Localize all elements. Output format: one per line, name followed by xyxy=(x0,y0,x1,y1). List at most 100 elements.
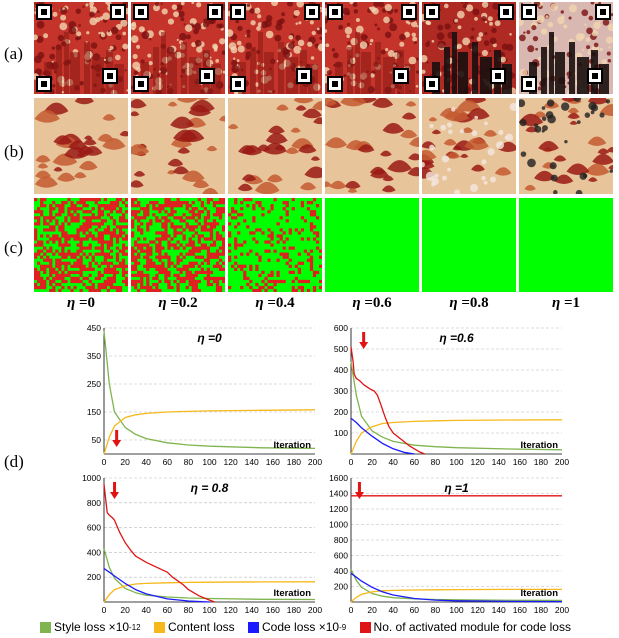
y-tick-label: 400 xyxy=(87,547,101,557)
series-line-code xyxy=(350,417,415,455)
x-tick-label: 160 xyxy=(513,457,527,467)
style-texture-image xyxy=(422,98,516,194)
x-tick-label: 20 xyxy=(367,457,377,467)
x-tick-label: 60 xyxy=(163,605,173,615)
x-tick-label: 80 xyxy=(184,457,194,467)
eta-value: =0.6 xyxy=(360,295,392,311)
series-line-content xyxy=(350,419,563,455)
error-module-map xyxy=(131,198,225,292)
style-texture-image xyxy=(228,98,322,194)
y-tick-label: 300 xyxy=(334,386,348,396)
x-tick-label: 160 xyxy=(266,605,280,615)
x-tick-label: 200 xyxy=(308,605,322,615)
x-tick-label: 140 xyxy=(245,605,259,615)
series-line-style xyxy=(350,569,563,602)
styled-qr-image xyxy=(422,2,516,94)
x-tick-label: 40 xyxy=(141,605,151,615)
x-tick-label: 40 xyxy=(141,457,151,467)
arrow-icon xyxy=(359,332,369,349)
x-axis-label: Iteration xyxy=(521,440,559,451)
eta-symbol: η xyxy=(66,295,76,311)
x-tick-label: 80 xyxy=(431,457,441,467)
legend-code-exp: -9 xyxy=(339,622,347,632)
chart-eta-0-8: 200 400 600 800 1000 0 20 40 60 80 100 120 140 160 180… xyxy=(82,473,322,615)
y-tick-label: 1200 xyxy=(329,504,348,514)
x-tick-label: 100 xyxy=(202,457,216,467)
y-tick-label: 200 xyxy=(334,582,348,592)
y-tick-label: 600 xyxy=(334,323,348,333)
chart-eta-0: 50 150 250 350 450 0 20 40 60 80 100 120 140 160 180 20… xyxy=(87,323,323,467)
x-tick-label: 140 xyxy=(245,457,259,467)
series-line-style xyxy=(350,361,563,451)
eta-value: =0.4 xyxy=(263,295,295,311)
style-texture-image xyxy=(325,98,419,194)
x-tick-label: 60 xyxy=(410,457,420,467)
x-tick-label: 120 xyxy=(471,605,485,615)
eta-value: =0 xyxy=(75,295,96,311)
legend-content: Content loss xyxy=(153,620,235,634)
styled-qr-image xyxy=(34,2,128,94)
legend-content-label: Content loss xyxy=(167,620,235,634)
x-tick-label: 120 xyxy=(224,605,238,615)
eta-label: η =0 xyxy=(34,295,128,312)
eta-label: η =0.6 xyxy=(325,295,419,312)
x-tick-label: 140 xyxy=(492,457,506,467)
style-texture-image xyxy=(519,98,613,194)
arrow-icon xyxy=(354,482,364,499)
y-tick-label: 250 xyxy=(87,379,101,389)
y-tick-label: 150 xyxy=(87,407,101,417)
series-line-module xyxy=(103,484,216,603)
x-tick-label: 120 xyxy=(471,457,485,467)
legend-style-exp: -12 xyxy=(129,622,141,632)
x-tick-label: 180 xyxy=(534,457,548,467)
legend-swatch-code xyxy=(248,621,259,633)
style-texture-image xyxy=(34,98,128,194)
x-tick-label: 200 xyxy=(308,457,322,467)
legend-module-label: No. of activated module for code loss xyxy=(373,620,571,634)
y-tick-label: 50 xyxy=(92,435,102,445)
chart-eta-1: 200 400 600 800 1000 1200 1400 1600 0 20 40 60 80 100… xyxy=(329,473,569,615)
series-line-module xyxy=(350,346,426,455)
row-label-c: (c) xyxy=(4,238,23,257)
eta-label: η =1 xyxy=(519,295,613,312)
x-tick-label: 40 xyxy=(388,457,398,467)
eta-label: η =0.8 xyxy=(422,295,516,312)
series-line-content xyxy=(103,581,316,603)
x-axis-label: Iteration xyxy=(274,588,312,599)
row-label-d: (d) xyxy=(4,452,24,471)
x-tick-label: 180 xyxy=(287,605,301,615)
legend-style: Style loss ×10 -12 xyxy=(40,620,141,634)
eta-symbol: η xyxy=(449,295,458,311)
x-tick-label: 180 xyxy=(534,605,548,615)
legend-module: No. of activated module for code loss xyxy=(359,620,571,634)
eta-value: =0.8 xyxy=(457,295,489,311)
error-module-map xyxy=(34,198,128,292)
series-line-style xyxy=(103,330,316,450)
y-tick-label: 1400 xyxy=(329,489,348,499)
eta-symbol: η xyxy=(158,295,167,311)
x-tick-label: 160 xyxy=(266,457,280,467)
x-tick-label: 0 xyxy=(349,605,354,615)
chart-eta-0-6: 100 200 300 400 500 600 0 20 40 60 80 100 120 140 160 1… xyxy=(334,323,570,467)
y-tick-label: 800 xyxy=(87,498,101,508)
y-tick-label: 350 xyxy=(87,351,101,361)
eta-symbol: η xyxy=(551,295,561,311)
x-tick-label: 40 xyxy=(388,605,398,615)
y-tick-label: 200 xyxy=(334,407,348,417)
y-tick-label: 400 xyxy=(334,365,348,375)
x-tick-label: 20 xyxy=(367,605,377,615)
y-tick-label: 1600 xyxy=(329,473,348,483)
x-tick-label: 100 xyxy=(202,605,216,615)
y-tick-label: 600 xyxy=(334,551,348,561)
styled-qr-image xyxy=(228,2,322,94)
x-tick-label: 140 xyxy=(492,605,506,615)
y-tick-label: 800 xyxy=(334,535,348,545)
x-tick-label: 200 xyxy=(555,605,569,615)
row-label-b: (b) xyxy=(4,142,24,161)
x-tick-label: 60 xyxy=(163,457,173,467)
eta-symbol: η xyxy=(255,295,264,311)
x-tick-label: 20 xyxy=(120,605,130,615)
arrow-icon xyxy=(112,430,122,447)
styled-qr-image xyxy=(131,2,225,94)
arrow-icon xyxy=(110,482,120,499)
